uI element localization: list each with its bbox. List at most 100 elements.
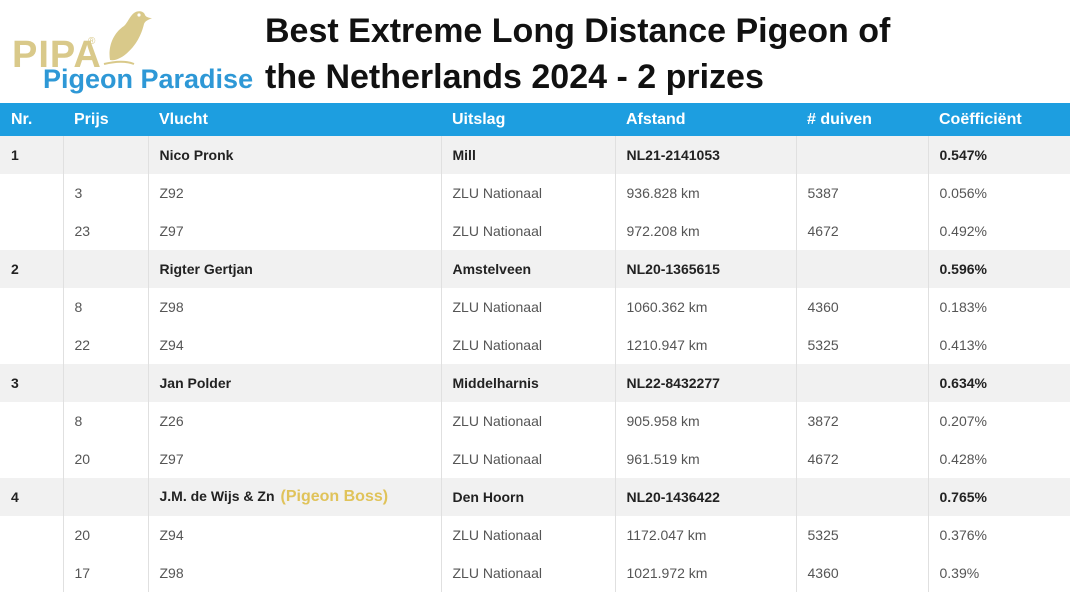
cell-vlucht: Z98	[147, 554, 441, 592]
cell-uitslag: ZLU Nationaal	[440, 402, 615, 440]
cell-name: J.M. de Wijs & Zn (Pigeon Boss)	[147, 478, 441, 516]
table-row-prize: 22 Z94 ZLU Nationaal 1210.947 km 5325 0.…	[0, 326, 1070, 364]
cell-prijs: 20	[62, 440, 148, 478]
cell-prijs: 20	[62, 516, 148, 554]
cell-nr	[0, 326, 63, 364]
cell-vlucht: Z26	[147, 402, 441, 440]
cell-duiven	[795, 478, 928, 516]
cell-ring: NL22-8432277	[614, 364, 796, 402]
cell-afstand: 1060.362 km	[614, 288, 796, 326]
cell-place: Mill	[440, 136, 615, 174]
cell-place: Amstelveen	[440, 250, 615, 288]
cell-prijs: 22	[62, 326, 148, 364]
cell-coef: 0.183%	[927, 288, 1070, 326]
title-line-2: the Netherlands 2024 - 2 prizes	[265, 58, 764, 96]
cell-coef: 0.492%	[927, 212, 1070, 250]
cell-vlucht: Z97	[147, 212, 441, 250]
cell-coef: 0.413%	[927, 326, 1070, 364]
cell-coef: 0.596%	[927, 250, 1070, 288]
cell-prijs: 23	[62, 212, 148, 250]
pipa-logo[interactable]: PIPA ® Pigeon Paradise	[10, 4, 254, 98]
col-header-uitslag: Uitslag	[452, 110, 506, 128]
cell-nr	[0, 212, 63, 250]
cell-uitslag: ZLU Nationaal	[440, 288, 615, 326]
cell-vlucht: Z94	[147, 326, 441, 364]
pigeon-boss-tag: (Pigeon Boss)	[280, 488, 389, 505]
logo-subtitle: Pigeon Paradise	[43, 64, 254, 94]
table-row-prize: 20 Z97 ZLU Nationaal 961.519 km 4672 0.4…	[0, 440, 1070, 478]
cell-uitslag: ZLU Nationaal	[440, 440, 615, 478]
cell-place: Middelharnis	[440, 364, 615, 402]
col-header-afstand: Afstand	[626, 110, 686, 128]
table-row-pigeon: 4 J.M. de Wijs & Zn (Pigeon Boss) Den Hoo…	[0, 478, 1070, 516]
cell-nr	[0, 174, 63, 212]
cell-name: Jan Polder	[147, 364, 441, 402]
cell-duiven	[795, 250, 928, 288]
cell-uitslag: ZLU Nationaal	[440, 516, 615, 554]
col-header-prijs: Prijs	[74, 110, 109, 128]
cell-afstand: 961.519 km	[614, 440, 796, 478]
logo-brand: PIPA	[12, 34, 102, 76]
cell-duiven: 5387	[795, 174, 928, 212]
cell-prijs	[62, 250, 148, 288]
table-row-pigeon: 3 Jan Polder Middelharnis NL22-8432277 0…	[0, 364, 1070, 402]
cell-uitslag: ZLU Nationaal	[440, 212, 615, 250]
cell-ring: NL20-1365615	[614, 250, 796, 288]
cell-coef: 0.056%	[927, 174, 1070, 212]
cell-nr	[0, 440, 63, 478]
cell-prijs	[62, 478, 148, 516]
cell-nr: 4	[11, 489, 19, 505]
col-header-duiven: # duiven	[807, 110, 872, 128]
cell-afstand: 1210.947 km	[614, 326, 796, 364]
col-header-nr: Nr.	[11, 110, 33, 128]
cell-duiven: 5325	[795, 326, 928, 364]
cell-nr	[0, 516, 63, 554]
cell-vlucht: Z97	[147, 440, 441, 478]
table-row-pigeon: 1 Nico Pronk Mill NL21-2141053 0.547%	[0, 136, 1070, 174]
cell-coef: 0.428%	[927, 440, 1070, 478]
page-title: Best Extreme Long Distance Pigeon of the…	[265, 8, 1055, 100]
cell-coef: 0.547%	[927, 136, 1070, 174]
cell-name: Rigter Gertjan	[147, 250, 441, 288]
fancier-name: J.M. de Wijs & Zn	[159, 488, 275, 504]
cell-nr: 2	[11, 261, 19, 277]
fancier-name: Rigter Gertjan	[159, 261, 253, 277]
cell-prijs	[62, 136, 148, 174]
cell-duiven: 5325	[795, 516, 928, 554]
cell-afstand: 905.958 km	[614, 402, 796, 440]
cell-vlucht: Z98	[147, 288, 441, 326]
table-row-pigeon: 2 Rigter Gertjan Amstelveen NL20-1365615…	[0, 250, 1070, 288]
title-line-1: Best Extreme Long Distance Pigeon of	[265, 12, 891, 50]
fancier-name: Nico Pronk	[159, 147, 234, 163]
col-header-vlucht: Vlucht	[159, 110, 208, 128]
header: PIPA ® Pigeon Paradise Best Extreme Long…	[0, 0, 1070, 103]
results-table: Nr. Prijs Vlucht Uitslag Afstand # duive…	[0, 103, 1070, 592]
cell-nr: 3	[11, 375, 19, 391]
cell-duiven: 4360	[795, 554, 928, 592]
cell-duiven	[795, 136, 928, 174]
table-row-prize: 23 Z97 ZLU Nationaal 972.208 km 4672 0.4…	[0, 212, 1070, 250]
logo-registered: ®	[88, 36, 96, 47]
cell-afstand: 1021.972 km	[614, 554, 796, 592]
cell-afstand: 972.208 km	[614, 212, 796, 250]
cell-coef: 0.207%	[927, 402, 1070, 440]
table-row-prize: 3 Z92 ZLU Nationaal 936.828 km 5387 0.05…	[0, 174, 1070, 212]
cell-prijs: 17	[62, 554, 148, 592]
table-header-row: Nr. Prijs Vlucht Uitslag Afstand # duive…	[0, 103, 1070, 136]
cell-prijs	[62, 364, 148, 402]
cell-coef: 0.765%	[927, 478, 1070, 516]
cell-afstand: 1172.047 km	[614, 516, 796, 554]
cell-duiven: 4672	[795, 440, 928, 478]
fancier-name: Jan Polder	[159, 375, 232, 391]
pigeon-logo-icon	[103, 11, 152, 65]
cell-nr	[0, 554, 63, 592]
table-row-prize: 8 Z26 ZLU Nationaal 905.958 km 3872 0.20…	[0, 402, 1070, 440]
cell-duiven: 3872	[795, 402, 928, 440]
cell-duiven: 4360	[795, 288, 928, 326]
table-row-prize: 17 Z98 ZLU Nationaal 1021.972 km 4360 0.…	[0, 554, 1070, 592]
cell-ring: NL20-1436422	[614, 478, 796, 516]
table-row-prize: 20 Z94 ZLU Nationaal 1172.047 km 5325 0.…	[0, 516, 1070, 554]
cell-prijs: 8	[62, 402, 148, 440]
cell-uitslag: ZLU Nationaal	[440, 326, 615, 364]
cell-uitslag: ZLU Nationaal	[440, 174, 615, 212]
